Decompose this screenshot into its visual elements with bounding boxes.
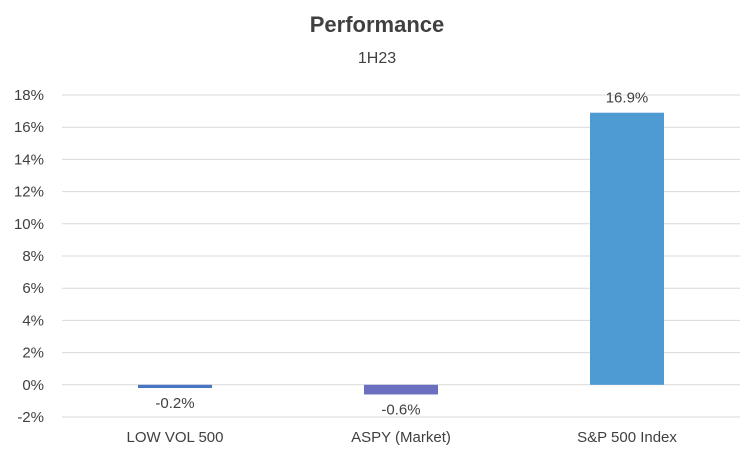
y-tick-label: 12%: [14, 184, 44, 201]
category-label: LOW VOL 500: [127, 429, 224, 446]
y-tick-label: 10%: [14, 216, 44, 233]
y-tick-label: 16%: [14, 119, 44, 136]
y-tick-label: -2%: [17, 409, 44, 426]
chart-title: Performance: [310, 12, 445, 37]
data-label: -0.6%: [381, 401, 420, 418]
y-tick-label: 6%: [22, 280, 44, 297]
y-axis-ticks: 18% 16% 14% 12% 10% 8% 6% 4% 2% 0% -2%: [14, 87, 44, 426]
chart-subtitle: 1H23: [358, 50, 396, 67]
bar: [364, 384, 438, 395]
category-labels: LOW VOL 500 ASPY (Market) S&P 500 Index: [127, 429, 678, 446]
data-labels: -0.2% -0.6% 16.9%: [155, 90, 648, 419]
bar: [590, 112, 664, 385]
data-label: -0.2%: [155, 395, 194, 412]
y-tick-label: 4%: [22, 312, 44, 329]
y-tick-label: 18%: [14, 87, 44, 104]
bar: [138, 384, 212, 389]
category-label: S&P 500 Index: [577, 429, 677, 446]
y-tick-label: 14%: [14, 151, 44, 168]
bars: [138, 112, 664, 395]
y-tick-label: 8%: [22, 248, 44, 265]
y-tick-label: 2%: [22, 345, 44, 362]
data-label: 16.9%: [606, 90, 649, 107]
category-label: ASPY (Market): [351, 429, 451, 446]
y-tick-label: 0%: [22, 377, 44, 394]
